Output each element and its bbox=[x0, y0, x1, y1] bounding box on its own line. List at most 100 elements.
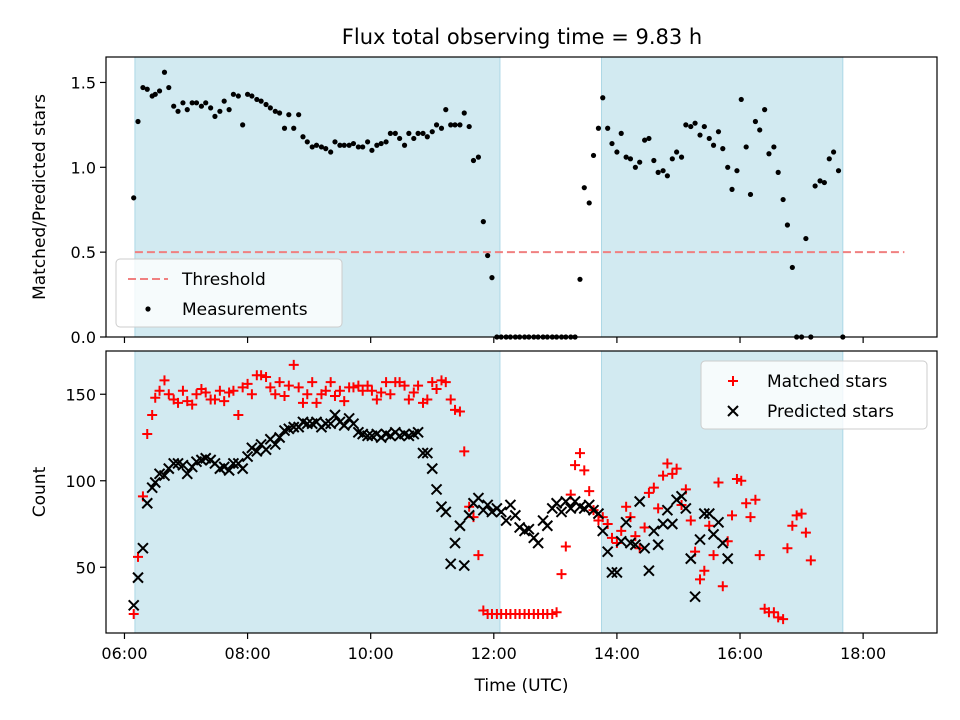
measurement-point bbox=[590, 152, 597, 159]
predicted-star-point bbox=[722, 552, 734, 565]
count-x-tick-label: 16:00 bbox=[717, 644, 763, 663]
measurement-point bbox=[296, 112, 302, 118]
measurement-point bbox=[341, 142, 347, 148]
measurement-point bbox=[346, 142, 352, 148]
ratio-legend-label: Measurements bbox=[182, 300, 308, 320]
matched-star-point bbox=[228, 385, 239, 396]
predicted-star-point bbox=[149, 476, 161, 489]
matched-star-point bbox=[584, 486, 595, 497]
predicted-star-point bbox=[168, 457, 180, 470]
predicted-star-point bbox=[463, 509, 475, 522]
matched-star-point bbox=[348, 382, 359, 393]
measurement-point bbox=[281, 125, 288, 131]
measurement-point bbox=[715, 129, 722, 135]
matched-star-point bbox=[727, 510, 738, 521]
matched-star-point bbox=[440, 377, 451, 388]
ratio-legend-label: Threshold bbox=[181, 270, 266, 290]
count-plot: 50 100 150 06:00 08:00 10:00 12:00 14:00 16:00 18… bbox=[30, 350, 938, 696]
ratio-plot: 0.0 0.5 1.0 1.5 Matched/Predicted stars Thres… bbox=[30, 56, 938, 347]
measurement-point bbox=[457, 122, 463, 128]
measurement-point bbox=[738, 96, 744, 103]
measurement-point bbox=[374, 142, 380, 148]
measurement-point bbox=[249, 93, 255, 99]
measurement-point bbox=[683, 122, 689, 128]
matched-star-point bbox=[717, 581, 728, 592]
matched-star-point bbox=[283, 380, 294, 391]
measurement-point bbox=[383, 139, 389, 145]
matched-star-point bbox=[302, 389, 313, 400]
measurement-point bbox=[161, 69, 168, 75]
predicted-star-point bbox=[592, 507, 605, 520]
measurement-point bbox=[762, 107, 768, 113]
matched-star-point bbox=[606, 532, 617, 543]
matched-star-point bbox=[773, 612, 784, 623]
measurement-point bbox=[642, 137, 648, 143]
measurement-point bbox=[646, 135, 652, 142]
measurement-point bbox=[175, 108, 181, 114]
ratio-y-axis-label: Matched/Predicted stars bbox=[30, 94, 50, 300]
predicted-star-point bbox=[638, 542, 651, 554]
measurement-point bbox=[595, 125, 602, 131]
matched-star-point bbox=[574, 448, 585, 459]
matched-star-point bbox=[219, 396, 230, 407]
measurement-point bbox=[618, 130, 624, 136]
count-x-axis-label: Time (UTC) bbox=[474, 676, 569, 696]
matched-star-point bbox=[147, 410, 158, 421]
matched-star-point bbox=[133, 551, 144, 562]
matched-star-point bbox=[128, 608, 139, 619]
measurement-point bbox=[433, 122, 440, 128]
measurement-point bbox=[276, 110, 283, 116]
measurement-point bbox=[230, 91, 237, 97]
matched-star-point bbox=[403, 394, 414, 405]
predicted-star-point bbox=[550, 497, 563, 509]
measurement-point bbox=[706, 135, 712, 142]
matched-star-point bbox=[320, 385, 331, 396]
predicted-star-point bbox=[458, 559, 470, 572]
predicted-star-point bbox=[288, 421, 300, 433]
measurement-point bbox=[267, 105, 273, 111]
predicted-star-point bbox=[127, 599, 140, 612]
measurement-point bbox=[812, 183, 818, 189]
matched-star-point bbox=[556, 569, 567, 580]
measurement-point bbox=[443, 107, 449, 113]
predicted-star-point bbox=[717, 537, 729, 549]
predicted-star-point bbox=[223, 464, 235, 477]
measurement-point bbox=[309, 144, 315, 150]
predicted-star-point bbox=[689, 590, 701, 603]
predicted-star-point bbox=[246, 442, 258, 454]
matched-star-point bbox=[163, 389, 174, 400]
measurement-point bbox=[835, 168, 842, 174]
legend-matched-swatch bbox=[728, 376, 738, 386]
matched-star-point bbox=[371, 394, 382, 405]
count-x-tick-label: 08:00 bbox=[225, 644, 271, 663]
predicted-star-point bbox=[500, 514, 512, 527]
measurement-point bbox=[152, 91, 158, 97]
measurement-point bbox=[586, 200, 592, 206]
measurement-point bbox=[378, 140, 384, 147]
ratio-legend-box bbox=[115, 258, 343, 328]
matched-star-point bbox=[431, 384, 442, 395]
measurement-point bbox=[600, 95, 606, 101]
matched-star-point bbox=[408, 387, 419, 398]
predicted-star-point bbox=[707, 528, 720, 541]
measurement-point bbox=[272, 108, 278, 114]
predicted-star-point bbox=[472, 492, 485, 504]
matched-star-point bbox=[782, 543, 793, 554]
measurement-point bbox=[688, 123, 694, 130]
measurement-point bbox=[131, 195, 137, 201]
ratio-y-tick-label: 0.5 bbox=[71, 243, 96, 262]
matched-star-point bbox=[376, 387, 387, 398]
predicted-star-point bbox=[509, 509, 522, 522]
legend-measurement-swatch bbox=[145, 306, 151, 312]
predicted-star-point bbox=[454, 520, 466, 532]
predicted-star-point bbox=[643, 565, 655, 577]
predicted-star-point bbox=[698, 507, 711, 520]
predicted-star-point bbox=[601, 545, 614, 558]
measurement-point bbox=[258, 98, 264, 104]
measurement-point bbox=[411, 135, 417, 142]
measurement-point bbox=[263, 101, 269, 108]
predicted-star-point bbox=[486, 506, 498, 518]
measurement-point bbox=[171, 103, 177, 109]
measurement-point bbox=[637, 159, 643, 165]
predicted-star-point bbox=[712, 516, 725, 528]
